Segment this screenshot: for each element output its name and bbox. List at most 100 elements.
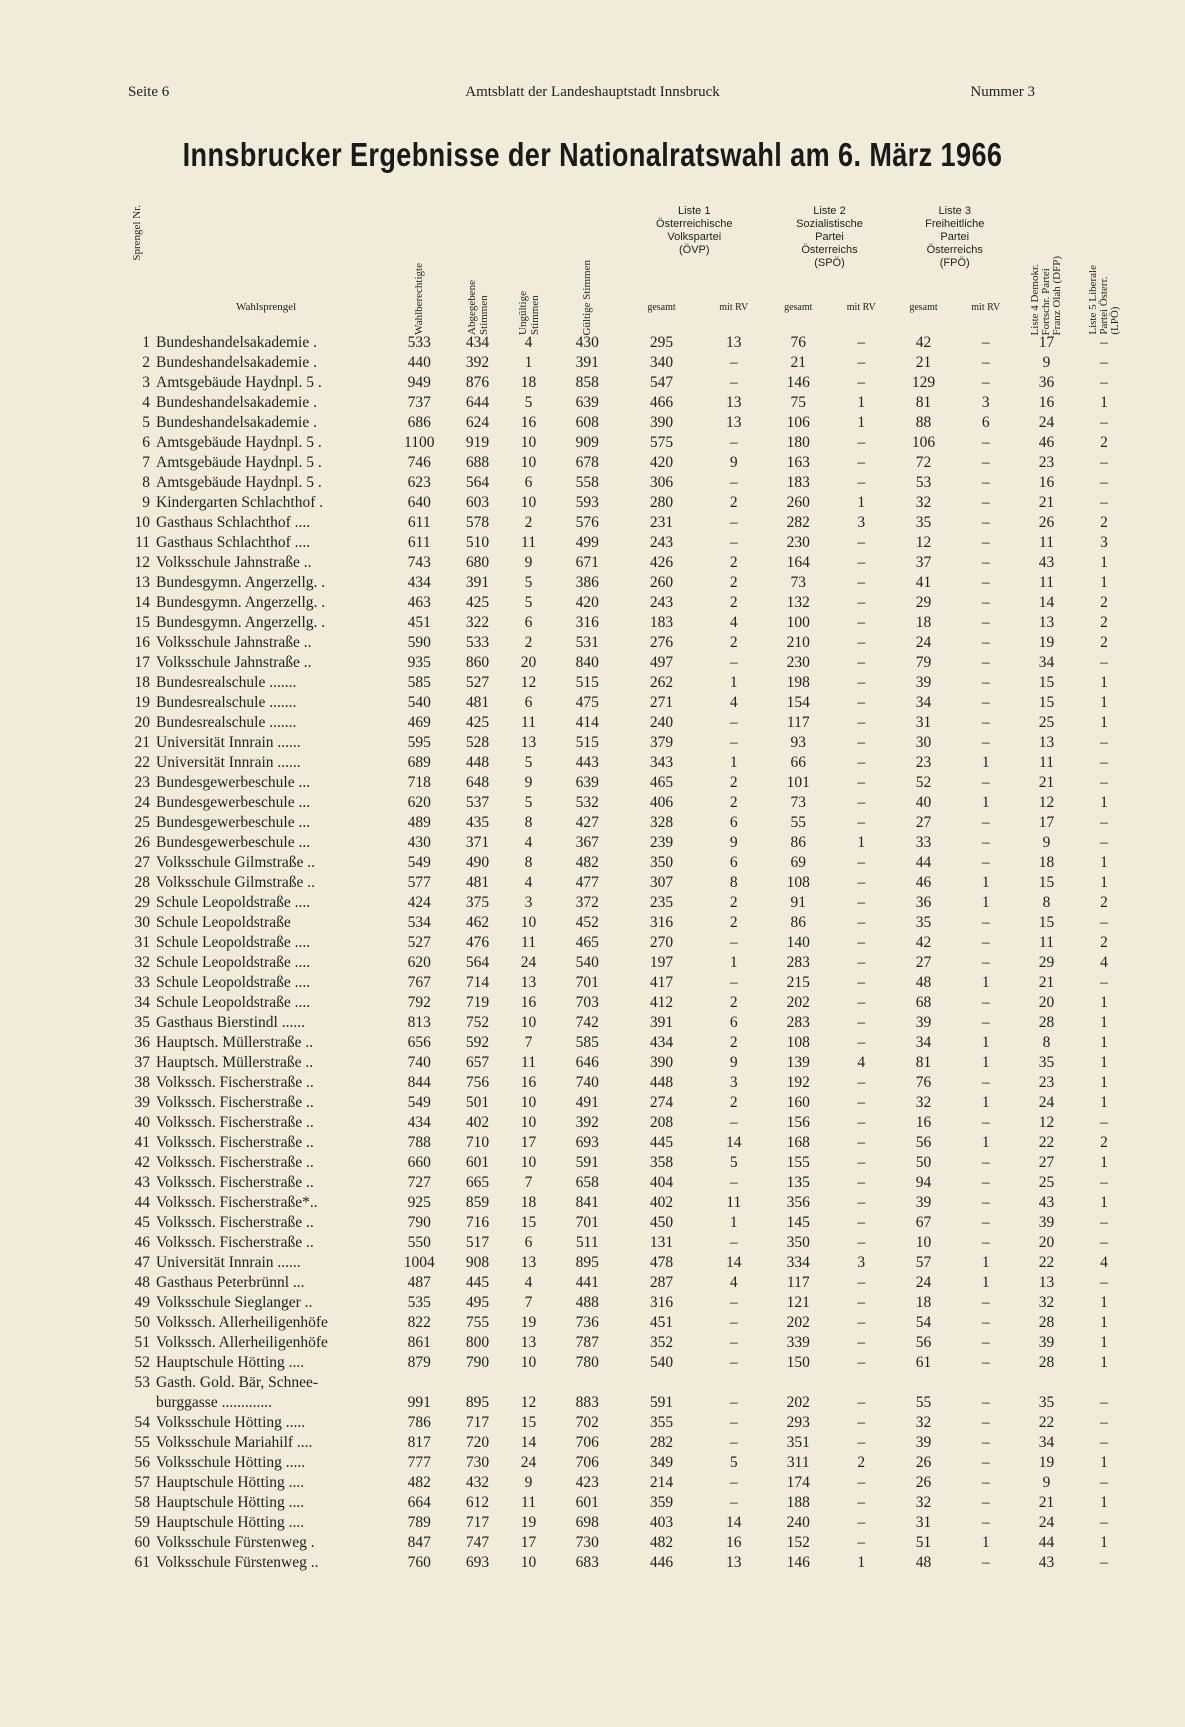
cell-abgegeben: 790 bbox=[465, 1354, 490, 1371]
cell-nr: 11 bbox=[135, 534, 150, 551]
cell-liste4: 44 bbox=[1038, 1534, 1055, 1551]
cell-nr: 8 bbox=[142, 474, 150, 491]
cell-ungueltig: 10 bbox=[520, 454, 537, 471]
cell-liste3-gesamt bbox=[893, 1373, 955, 1393]
cell-gueltig: 414 bbox=[575, 714, 599, 731]
cell-ungueltig: 6 bbox=[524, 474, 533, 491]
cell-liste2-mitrv: – bbox=[857, 1014, 866, 1031]
cell-abgegeben: 601 bbox=[465, 1154, 490, 1171]
cell-liste4: 18 bbox=[1038, 854, 1055, 871]
cell-liste2-mitrv: – bbox=[857, 554, 866, 571]
cell-liste4: 25 bbox=[1038, 714, 1055, 731]
col-liste1-gesamt: gesamt bbox=[647, 302, 676, 313]
cell-liste4: 28 bbox=[1038, 1354, 1055, 1371]
cell-liste4: 27 bbox=[1038, 1154, 1055, 1171]
cell-liste3-mitrv: – bbox=[981, 1234, 990, 1251]
cell-gueltig: 316 bbox=[575, 614, 599, 631]
cell-liste3-gesamt: 53 bbox=[915, 474, 932, 491]
cell-liste3-mitrv: – bbox=[981, 514, 990, 531]
cell-liste4: 34 bbox=[1038, 1434, 1055, 1451]
cell-liste3-mitrv: – bbox=[981, 1414, 990, 1431]
cell-liste1-gesamt: 316 bbox=[649, 914, 674, 931]
cell-liste2-gesamt: 230 bbox=[786, 654, 810, 671]
cell-liste1-mitrv: – bbox=[729, 654, 738, 671]
cell-abgegeben: 371 bbox=[465, 834, 490, 851]
cell-liste2-mitrv: – bbox=[857, 934, 866, 951]
cell-ungueltig: 7 bbox=[524, 1294, 533, 1311]
cell-liste4 bbox=[1017, 1373, 1076, 1393]
cell-gueltig: 742 bbox=[575, 1014, 599, 1031]
cell-gueltig: 895 bbox=[575, 1254, 599, 1271]
cell-liste3-gesamt: 32 bbox=[915, 494, 932, 511]
cell-name: Volksschule Sieglanger .. bbox=[156, 1294, 313, 1311]
cell-ungueltig: 24 bbox=[520, 1454, 537, 1471]
cell-name: Volkssch. Allerheiligenhöfe bbox=[156, 1334, 328, 1351]
cell-liste3-mitrv: – bbox=[981, 334, 990, 351]
cell-abgegeben: 717 bbox=[465, 1414, 490, 1431]
cell-abgegeben: 908 bbox=[465, 1254, 490, 1271]
cell-wahlberechtigte: 549 bbox=[407, 854, 431, 871]
cell-ungueltig: 19 bbox=[520, 1314, 537, 1331]
cell-wahlberechtigte: 743 bbox=[407, 554, 431, 571]
cell-liste3-gesamt: 52 bbox=[915, 774, 932, 791]
cell-liste4: 20 bbox=[1038, 994, 1055, 1011]
cell-liste2-mitrv: – bbox=[857, 1214, 866, 1231]
cell-liste3-gesamt: 56 bbox=[915, 1134, 932, 1151]
cell-liste4: 13 bbox=[1038, 734, 1055, 751]
cell-liste1-gesamt: 340 bbox=[649, 354, 674, 371]
cell-nr: 53 bbox=[134, 1374, 151, 1391]
cell-liste5: – bbox=[1100, 1514, 1108, 1531]
cell-liste5: 1 bbox=[1100, 1314, 1108, 1331]
cell-nr: 29 bbox=[134, 894, 151, 911]
cell-ungueltig: 16 bbox=[520, 1074, 537, 1091]
cell-name: Bundesgymn. Angerzellg. . bbox=[156, 594, 326, 611]
cell-wahlberechtigte: 577 bbox=[407, 874, 431, 891]
cell-name: Volkssch. Fischerstraße .. bbox=[156, 1094, 314, 1111]
cell-nr: 37 bbox=[134, 1054, 151, 1071]
cell-liste1-gesamt: 497 bbox=[649, 654, 674, 671]
cell-wahlberechtigte: 549 bbox=[407, 1094, 431, 1111]
cell-liste2-mitrv: – bbox=[857, 654, 866, 671]
cell-liste2-mitrv: – bbox=[857, 1234, 866, 1251]
cell-liste5: – bbox=[1100, 414, 1108, 431]
cell-liste5: – bbox=[1100, 454, 1108, 471]
cell-gueltig: 531 bbox=[575, 634, 599, 651]
cell-liste3-gesamt: 56 bbox=[915, 1334, 932, 1351]
cell-ungueltig: 11 bbox=[521, 714, 536, 731]
cell-abgegeben: 756 bbox=[465, 1074, 490, 1091]
cell-liste3-gesamt: 48 bbox=[915, 1554, 932, 1571]
cell-liste4: 15 bbox=[1038, 874, 1055, 891]
cell-gueltig: 780 bbox=[575, 1354, 599, 1371]
cell-ungueltig: 20 bbox=[520, 654, 537, 671]
cell-ungueltig: 10 bbox=[520, 494, 537, 511]
cell-liste2-gesamt: 334 bbox=[786, 1254, 810, 1271]
cell-liste1-gesamt: 260 bbox=[649, 574, 674, 591]
cell-liste1-mitrv: 6 bbox=[729, 1014, 738, 1031]
cell-liste1-gesamt: 466 bbox=[649, 394, 674, 411]
cell-name: Volksschule Gilmstraße .. bbox=[156, 874, 316, 891]
cell-nr: 19 bbox=[134, 694, 151, 711]
cell-name: Amtsgebäude Haydnpl. 5 . bbox=[156, 474, 322, 491]
cell-name: Volkssch. Fischerstraße .. bbox=[156, 1234, 314, 1251]
cell-gueltig: 465 bbox=[575, 934, 599, 951]
cell-liste1-mitrv: – bbox=[729, 1294, 738, 1311]
cell-liste1-gesamt: 591 bbox=[649, 1394, 674, 1411]
cell-liste3-mitrv: – bbox=[981, 374, 990, 391]
cell-liste1-mitrv: – bbox=[729, 1234, 738, 1251]
cell-liste5: – bbox=[1100, 1114, 1108, 1131]
cell-gueltig: 702 bbox=[575, 1414, 599, 1431]
cell-liste4: 16 bbox=[1038, 474, 1055, 491]
cell-liste4: 11 bbox=[1039, 534, 1054, 551]
cell-liste3-gesamt: 37 bbox=[915, 554, 932, 571]
cell-liste2-mitrv: – bbox=[857, 614, 866, 631]
cell-abgegeben: 528 bbox=[465, 734, 490, 751]
cell-ungueltig: 8 bbox=[524, 854, 533, 871]
cell-name: Volksschule Gilmstraße .. bbox=[156, 854, 316, 871]
cell-liste2-mitrv: 3 bbox=[857, 1254, 866, 1271]
cell-liste3-gesamt: 39 bbox=[915, 1014, 932, 1031]
cell-liste3-gesamt: 23 bbox=[915, 754, 932, 771]
cell-gueltig: 683 bbox=[575, 1554, 599, 1571]
cell-liste1-mitrv: 2 bbox=[729, 774, 738, 791]
cell-liste1-mitrv: – bbox=[729, 1314, 738, 1331]
cell-liste2-gesamt: 282 bbox=[786, 514, 810, 531]
